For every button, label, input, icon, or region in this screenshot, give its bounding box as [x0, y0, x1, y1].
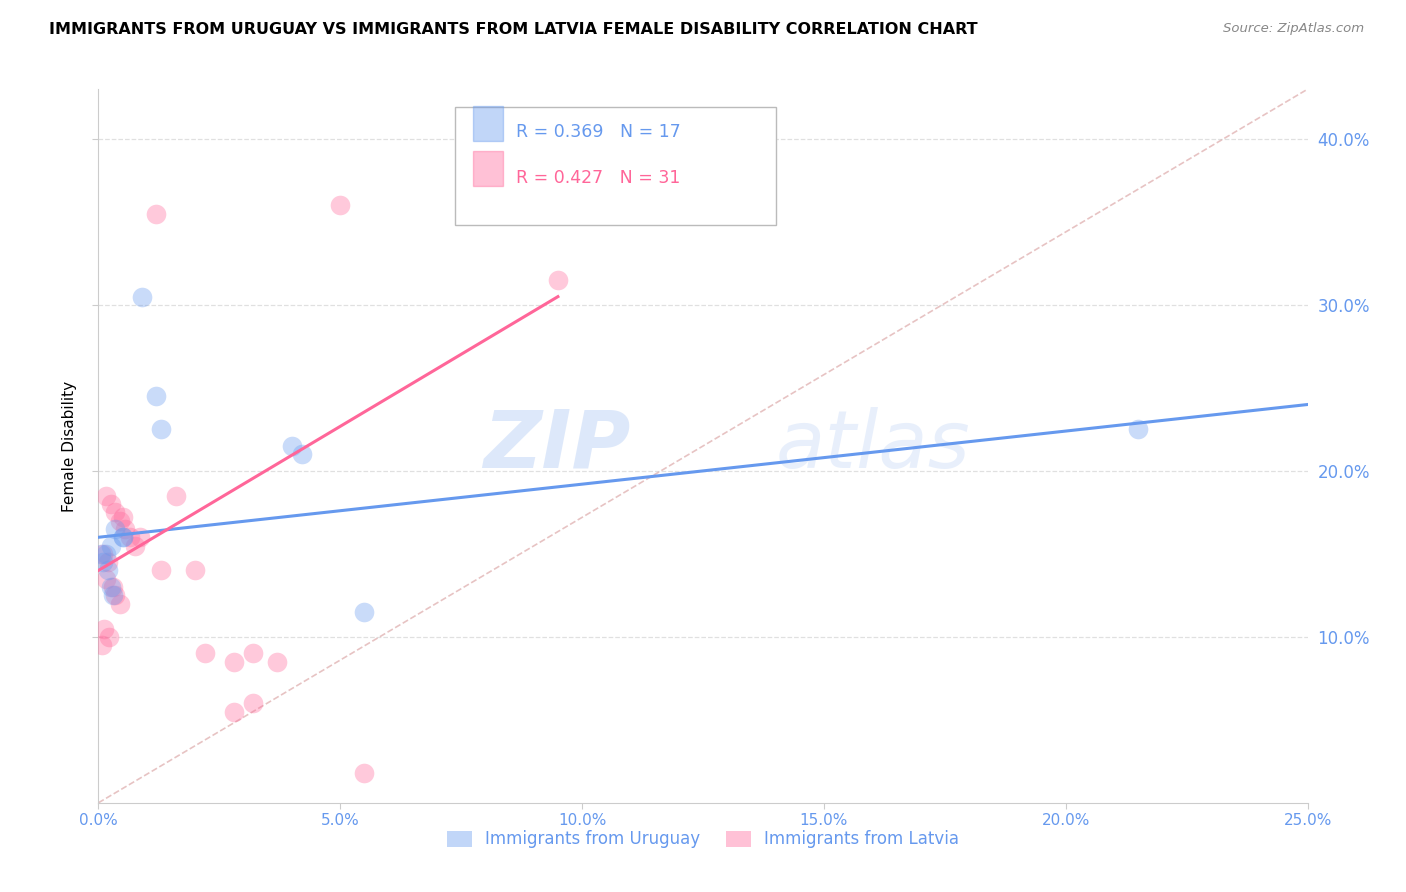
Text: Source: ZipAtlas.com: Source: ZipAtlas.com [1223, 22, 1364, 36]
Point [353, 766, 375, 780]
Point [128, 530, 150, 544]
Point [100, 539, 122, 553]
Point [93, 622, 115, 636]
Point [91, 638, 114, 652]
Legend: Immigrants from Uruguay, Immigrants from Latvia: Immigrants from Uruguay, Immigrants from… [440, 824, 966, 855]
Point [91, 555, 114, 569]
Point [111, 530, 134, 544]
Point [94, 547, 117, 561]
Point [94, 572, 117, 586]
Point [104, 505, 127, 519]
Point [91, 547, 114, 561]
Point [114, 522, 136, 536]
FancyBboxPatch shape [474, 106, 503, 141]
Text: R = 0.369   N = 17: R = 0.369 N = 17 [516, 123, 681, 142]
Point [290, 447, 312, 461]
Point [98, 630, 121, 644]
Point [131, 290, 153, 304]
Point [108, 514, 131, 528]
Point [547, 273, 569, 287]
Point [104, 588, 127, 602]
Point [281, 439, 304, 453]
Point [242, 696, 264, 710]
Point [353, 605, 375, 619]
Point [94, 489, 117, 503]
Point [118, 530, 141, 544]
Point [266, 655, 288, 669]
Point [111, 530, 134, 544]
Point [242, 647, 264, 661]
FancyBboxPatch shape [456, 107, 776, 225]
Point [1128, 422, 1150, 436]
Point [165, 489, 187, 503]
Point [145, 389, 167, 403]
Point [97, 555, 120, 569]
Point [222, 705, 245, 719]
Point [101, 580, 124, 594]
Point [108, 597, 131, 611]
Point [145, 207, 167, 221]
Point [111, 510, 134, 524]
Point [101, 588, 124, 602]
Point [124, 539, 146, 553]
Point [329, 198, 352, 212]
Point [100, 497, 122, 511]
Point [150, 422, 173, 436]
Point [90, 547, 112, 561]
Point [222, 655, 245, 669]
Y-axis label: Female Disability: Female Disability [62, 380, 77, 512]
Point [100, 580, 122, 594]
Point [150, 564, 173, 578]
Text: ZIP: ZIP [484, 407, 630, 485]
Text: atlas: atlas [776, 407, 970, 485]
FancyBboxPatch shape [474, 152, 503, 186]
Text: R = 0.427   N = 31: R = 0.427 N = 31 [516, 169, 681, 187]
Point [184, 564, 207, 578]
Text: IMMIGRANTS FROM URUGUAY VS IMMIGRANTS FROM LATVIA FEMALE DISABILITY CORRELATION : IMMIGRANTS FROM URUGUAY VS IMMIGRANTS FR… [49, 22, 977, 37]
Point [104, 522, 127, 536]
Point [194, 647, 217, 661]
Point [97, 564, 120, 578]
